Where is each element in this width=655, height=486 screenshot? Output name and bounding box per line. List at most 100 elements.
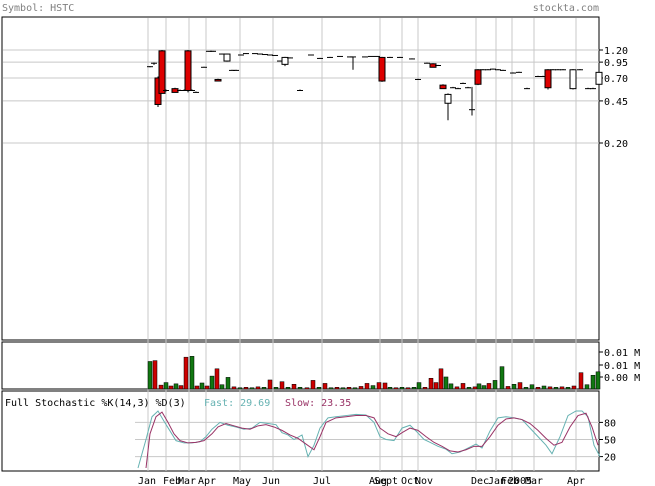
volume-bar: [370, 385, 376, 390]
volume-bar: [163, 382, 169, 390]
candle: [147, 66, 153, 68]
volume-panel: [1, 341, 600, 390]
volume-bar: [322, 383, 328, 390]
stochastic-tick-label: 20: [604, 453, 616, 464]
volume-bar: [405, 387, 411, 390]
price-tick-label: 0.45: [604, 97, 628, 108]
volume-bar: [584, 384, 590, 390]
volume-bar: [433, 382, 439, 390]
volume-bar: [316, 387, 322, 390]
stochastic-tick-label: 80: [604, 418, 616, 429]
volume-bar: [189, 356, 195, 390]
volume-bar: [334, 387, 340, 390]
candle: [495, 69, 501, 71]
candle-body: [595, 71, 603, 85]
candle: [500, 69, 506, 71]
volume-bar: [535, 387, 541, 390]
candle-body: [223, 53, 231, 62]
volume-bar: [209, 375, 215, 390]
volume-bar: [472, 386, 478, 390]
month-label: Feb: [163, 476, 181, 486]
fast-value: Fast: 29.69: [204, 398, 270, 409]
candle-body: [214, 78, 222, 82]
volume-bar: [541, 385, 547, 390]
volume-bar: [505, 386, 511, 390]
candle-body: [444, 93, 452, 104]
candle: [439, 84, 447, 90]
stochastic-grid: 80 50 20: [135, 418, 616, 464]
volume-bar: [529, 384, 535, 390]
volume-bar: [285, 387, 291, 390]
month-label: Jan: [488, 476, 506, 486]
volume-bar: [443, 376, 449, 390]
slow-value: Slow: 23.35: [285, 398, 351, 409]
volume-bar: [448, 383, 454, 390]
candle-body: [569, 69, 577, 90]
volume-bar: [466, 387, 472, 390]
volume-bar: [476, 383, 482, 390]
volume-bar: [571, 385, 577, 390]
candle: [151, 62, 157, 65]
volume-bar: [225, 377, 231, 390]
candle: [189, 89, 195, 91]
candle: [569, 69, 577, 90]
candle: [450, 86, 456, 89]
volume-bar: [279, 381, 285, 390]
volume-bar: [352, 387, 358, 390]
volume-bar: [559, 386, 565, 390]
volume-bar: [399, 387, 405, 390]
candle-body: [378, 56, 386, 82]
volume-tick-label: 0.00 M: [604, 373, 640, 384]
volume-bar: [273, 387, 279, 390]
volume-bar: [553, 387, 559, 390]
month-label: Oct: [401, 476, 419, 486]
volume-bar: [346, 387, 352, 390]
volume-bar: [304, 387, 310, 390]
month-label: Nov: [415, 476, 433, 486]
fast-line: [137, 410, 601, 469]
volume-bar: [393, 387, 399, 390]
candle: [590, 87, 596, 90]
volume-bar: [147, 361, 153, 390]
volume-bar: [310, 380, 316, 390]
candle: [409, 58, 415, 60]
stochastic-lines: [137, 410, 601, 469]
month-label: Mar: [525, 476, 543, 486]
volume-bar: [261, 387, 267, 390]
volume-bar: [438, 368, 444, 390]
volume-bar: [243, 387, 249, 390]
price-tick-label: 1.20: [604, 46, 628, 57]
volume-bar: [178, 385, 184, 390]
candle: [317, 57, 323, 59]
candlesticks: [147, 50, 603, 121]
volume-bar: [199, 382, 205, 390]
candle: [214, 78, 222, 82]
volume-bar: [547, 386, 553, 390]
volume-bar: [297, 387, 303, 390]
candle: [193, 91, 199, 93]
volume-bar: [231, 386, 237, 390]
candle-body: [439, 84, 447, 90]
symbol-label: Symbol: HSTC: [2, 3, 74, 14]
volume-bar: [219, 384, 225, 390]
volume-bar: [511, 384, 517, 390]
candle: [516, 71, 522, 73]
candle: [424, 62, 430, 64]
volume-bar: [267, 379, 273, 390]
volume-bar: [387, 387, 393, 390]
candle: [490, 68, 496, 70]
month-label: Apr: [567, 476, 585, 486]
volume-bar: [158, 384, 164, 390]
volume-bar: [454, 386, 460, 390]
month-label: Dec: [471, 476, 489, 486]
stochastic-tick-label: 50: [604, 436, 616, 447]
candle-body: [474, 69, 482, 85]
price-tick-label: 0.20: [604, 139, 628, 150]
candle: [435, 64, 441, 67]
volume-tick-label: 0.01 M: [604, 361, 640, 372]
month-label: Feb: [501, 476, 519, 486]
candle: [201, 66, 207, 68]
volume-bar: [255, 386, 261, 390]
volume-bar: [460, 383, 466, 390]
